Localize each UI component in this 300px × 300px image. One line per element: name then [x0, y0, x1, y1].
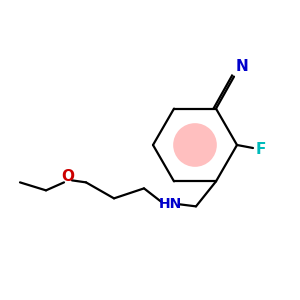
- Circle shape: [173, 123, 217, 167]
- Text: F: F: [256, 142, 266, 157]
- Text: N: N: [236, 59, 248, 74]
- Text: O: O: [61, 169, 74, 184]
- Text: HN: HN: [158, 197, 182, 212]
